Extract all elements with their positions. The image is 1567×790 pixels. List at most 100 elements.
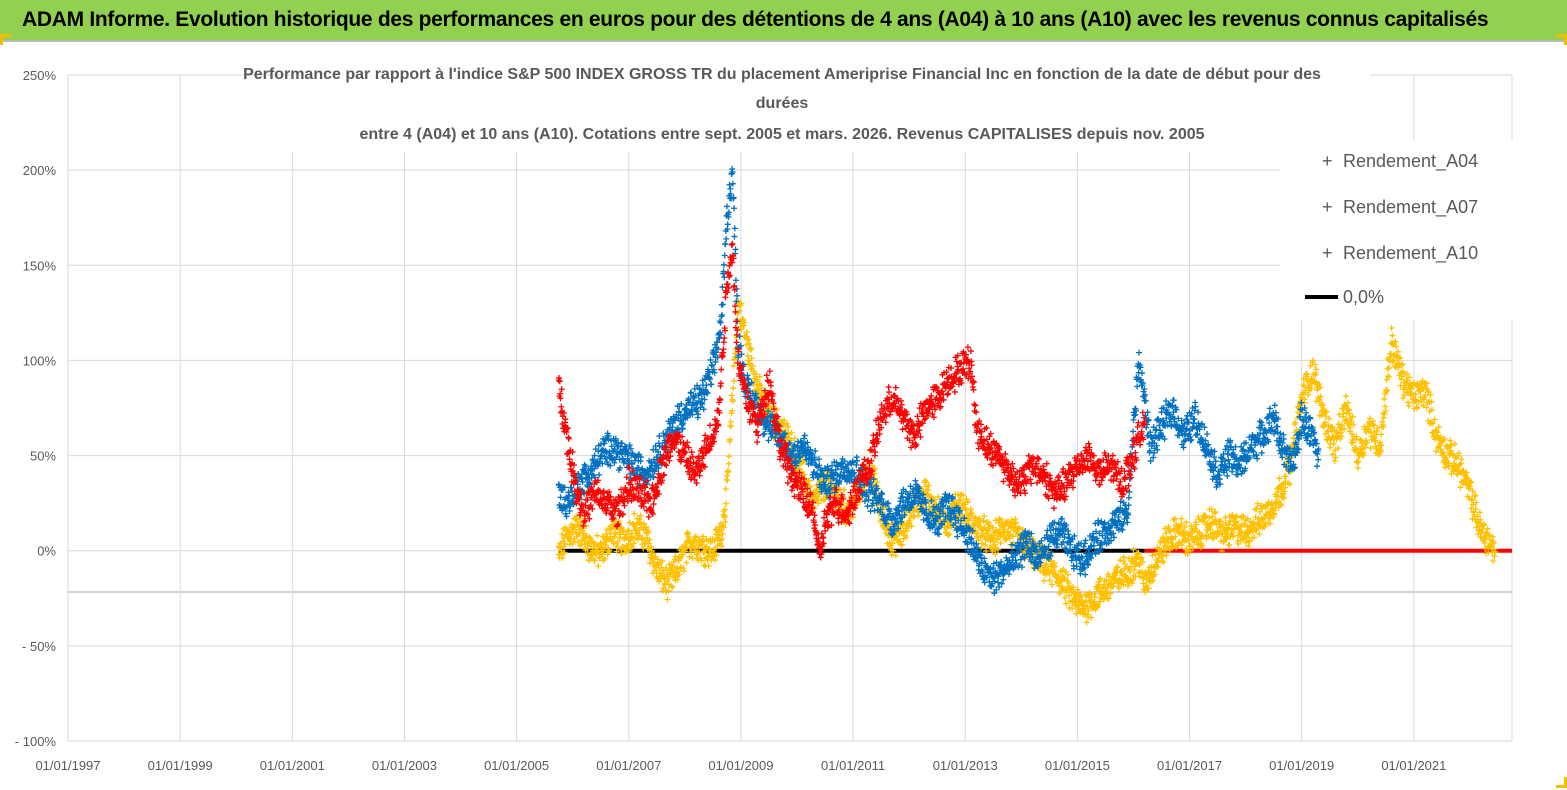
data-point [1107, 537, 1114, 544]
data-point [743, 341, 750, 348]
data-point [717, 331, 724, 338]
data-point [711, 537, 718, 544]
data-point [920, 516, 927, 523]
gridlines [67, 74, 1513, 742]
data-point [1123, 505, 1130, 512]
data-point [1301, 382, 1308, 389]
data-point [1040, 577, 1047, 584]
data-point [637, 454, 644, 461]
x-tick-label: 01/01/2007 [596, 758, 661, 773]
data-point [566, 528, 573, 535]
data-point [1489, 533, 1496, 540]
data-point [922, 499, 929, 506]
data-point [973, 540, 980, 547]
data-point [1088, 614, 1095, 621]
data-point [731, 205, 738, 212]
data-point [1451, 460, 1458, 467]
data-point [726, 453, 733, 460]
data-point [1178, 515, 1185, 522]
data-point [1113, 564, 1120, 571]
data-point [857, 481, 864, 488]
data-point [1166, 546, 1173, 553]
data-point [1178, 520, 1185, 527]
data-point [1233, 518, 1240, 525]
data-point [1329, 424, 1336, 431]
data-point [958, 517, 965, 524]
data-point [1147, 429, 1154, 436]
data-point [1428, 398, 1435, 405]
data-point [1277, 502, 1284, 509]
data-point [974, 544, 981, 551]
data-point [1210, 467, 1217, 474]
data-point [1490, 540, 1497, 547]
data-point [1209, 513, 1216, 520]
data-point [1406, 374, 1413, 381]
data-point [1458, 456, 1465, 463]
data-point [1341, 426, 1348, 433]
data-point [1211, 448, 1218, 455]
data-point [1332, 454, 1339, 461]
data-point [1141, 386, 1148, 393]
data-point [1096, 598, 1103, 605]
data-point [1120, 554, 1127, 561]
data-point [955, 504, 962, 511]
data-point [871, 491, 878, 498]
data-point [1046, 577, 1053, 584]
data-point [686, 553, 693, 560]
data-point [840, 486, 847, 493]
data-point [679, 425, 686, 432]
data-point [1311, 429, 1318, 436]
data-point [1484, 525, 1491, 532]
data-point [708, 381, 715, 388]
data-point [1315, 456, 1322, 463]
data-point [555, 551, 562, 558]
data-point [1053, 544, 1060, 551]
data-point [1275, 415, 1282, 422]
data-point [1314, 463, 1321, 470]
data-point [801, 432, 808, 439]
data-point [1435, 424, 1442, 431]
data-point [1012, 516, 1019, 523]
data-point [1326, 415, 1333, 422]
data-point [688, 389, 695, 396]
data-point [1130, 416, 1137, 423]
data-point [669, 584, 676, 591]
data-point [1204, 431, 1211, 438]
data-point [1271, 418, 1278, 425]
data-point [1006, 535, 1013, 542]
data-point [1293, 441, 1300, 448]
data-point [1162, 398, 1169, 405]
data-point [1457, 484, 1464, 491]
data-point [563, 513, 570, 520]
data-point [1009, 548, 1016, 555]
data-point [1104, 588, 1111, 595]
data-point [708, 362, 715, 369]
data-point [998, 580, 1005, 587]
data-point [877, 506, 884, 513]
data-point [636, 532, 643, 539]
data-point [721, 512, 728, 519]
data-point [1033, 543, 1040, 550]
data-point [1078, 593, 1085, 600]
data-point [1117, 498, 1124, 505]
data-point [1307, 415, 1314, 422]
data-point [1179, 441, 1186, 448]
data-point [1035, 563, 1042, 570]
data-point [749, 362, 756, 369]
data-point [1440, 449, 1447, 456]
data-point [700, 406, 707, 413]
data-point [912, 477, 919, 484]
data-point [1261, 524, 1268, 531]
data-point [618, 550, 625, 557]
data-point [588, 543, 595, 550]
data-point [998, 558, 1005, 565]
data-point [937, 506, 944, 513]
data-point [982, 548, 989, 555]
data-point [1469, 487, 1476, 494]
data-point [697, 554, 704, 561]
data-point [1230, 533, 1237, 540]
data-point [1452, 464, 1459, 471]
data-point [1142, 391, 1149, 398]
data-point [804, 439, 811, 446]
data-point [1308, 385, 1315, 392]
